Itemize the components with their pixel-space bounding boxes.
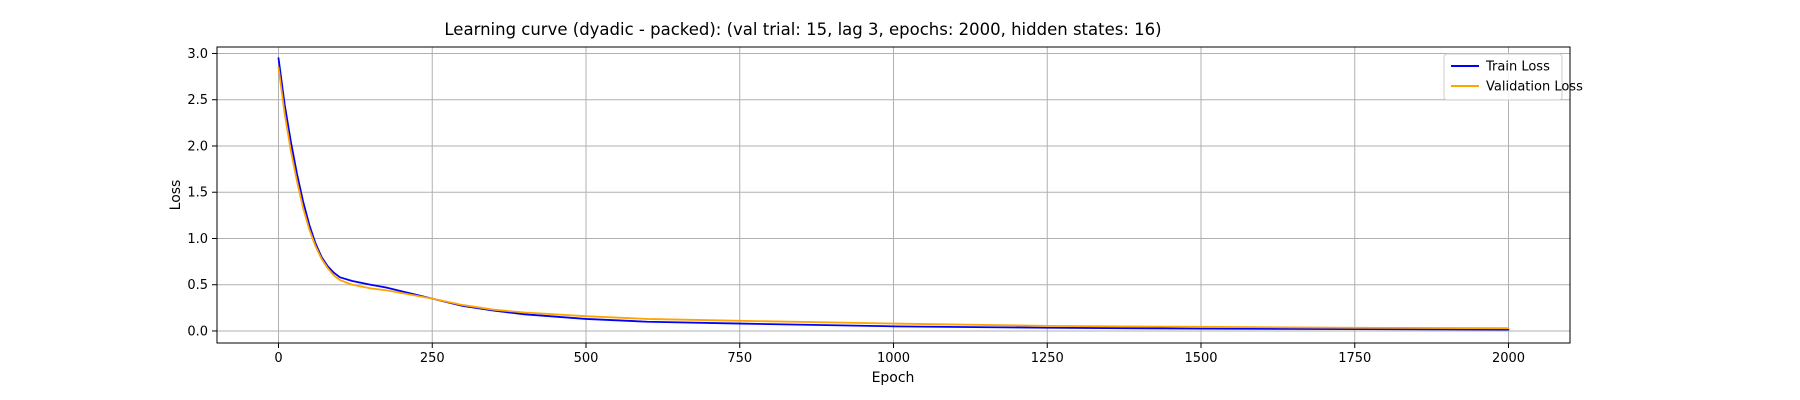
legend: Train Loss Validation Loss bbox=[1443, 53, 1583, 101]
y-tick-label: 0.0 bbox=[187, 324, 208, 339]
x-tick-label: 0 bbox=[274, 351, 282, 366]
series-lines bbox=[277, 57, 1510, 331]
series-line-train-loss bbox=[277, 57, 1510, 331]
y-tick-label: 2.0 bbox=[187, 139, 208, 154]
y-tick-label: 2.5 bbox=[187, 93, 208, 108]
x-tick-label: 1250 bbox=[1031, 351, 1064, 366]
series-line-validation-loss bbox=[277, 66, 1510, 330]
legend-label-validation-loss: Validation Loss bbox=[1486, 80, 1583, 95]
x-axis-ticks: 0 250 500 750 1000 1250 1500 1750 2000 bbox=[274, 343, 1525, 366]
y-tick-label: 3.0 bbox=[187, 47, 208, 62]
x-tick-label: 250 bbox=[420, 351, 445, 366]
x-tick-label: 2000 bbox=[1492, 351, 1525, 366]
y-tick-label: 1.5 bbox=[187, 186, 208, 201]
y-tick-label: 1.0 bbox=[187, 232, 208, 247]
x-tick-label: 1000 bbox=[877, 351, 910, 366]
y-axis-label: Loss bbox=[168, 180, 184, 211]
y-axis-ticks: 0.0 0.5 1.0 1.5 2.0 2.5 3.0 bbox=[187, 47, 217, 339]
chart-title: Learning curve (dyadic - packed): (val t… bbox=[444, 20, 1161, 39]
legend-label-train-loss: Train Loss bbox=[1485, 60, 1550, 75]
x-tick-label: 500 bbox=[574, 351, 599, 366]
x-axis-label: Epoch bbox=[872, 370, 915, 386]
x-tick-label: 1750 bbox=[1338, 351, 1371, 366]
x-tick-label: 750 bbox=[727, 351, 752, 366]
x-tick-label: 1500 bbox=[1184, 351, 1217, 366]
y-tick-label: 0.5 bbox=[187, 278, 208, 293]
grid bbox=[217, 47, 1570, 343]
